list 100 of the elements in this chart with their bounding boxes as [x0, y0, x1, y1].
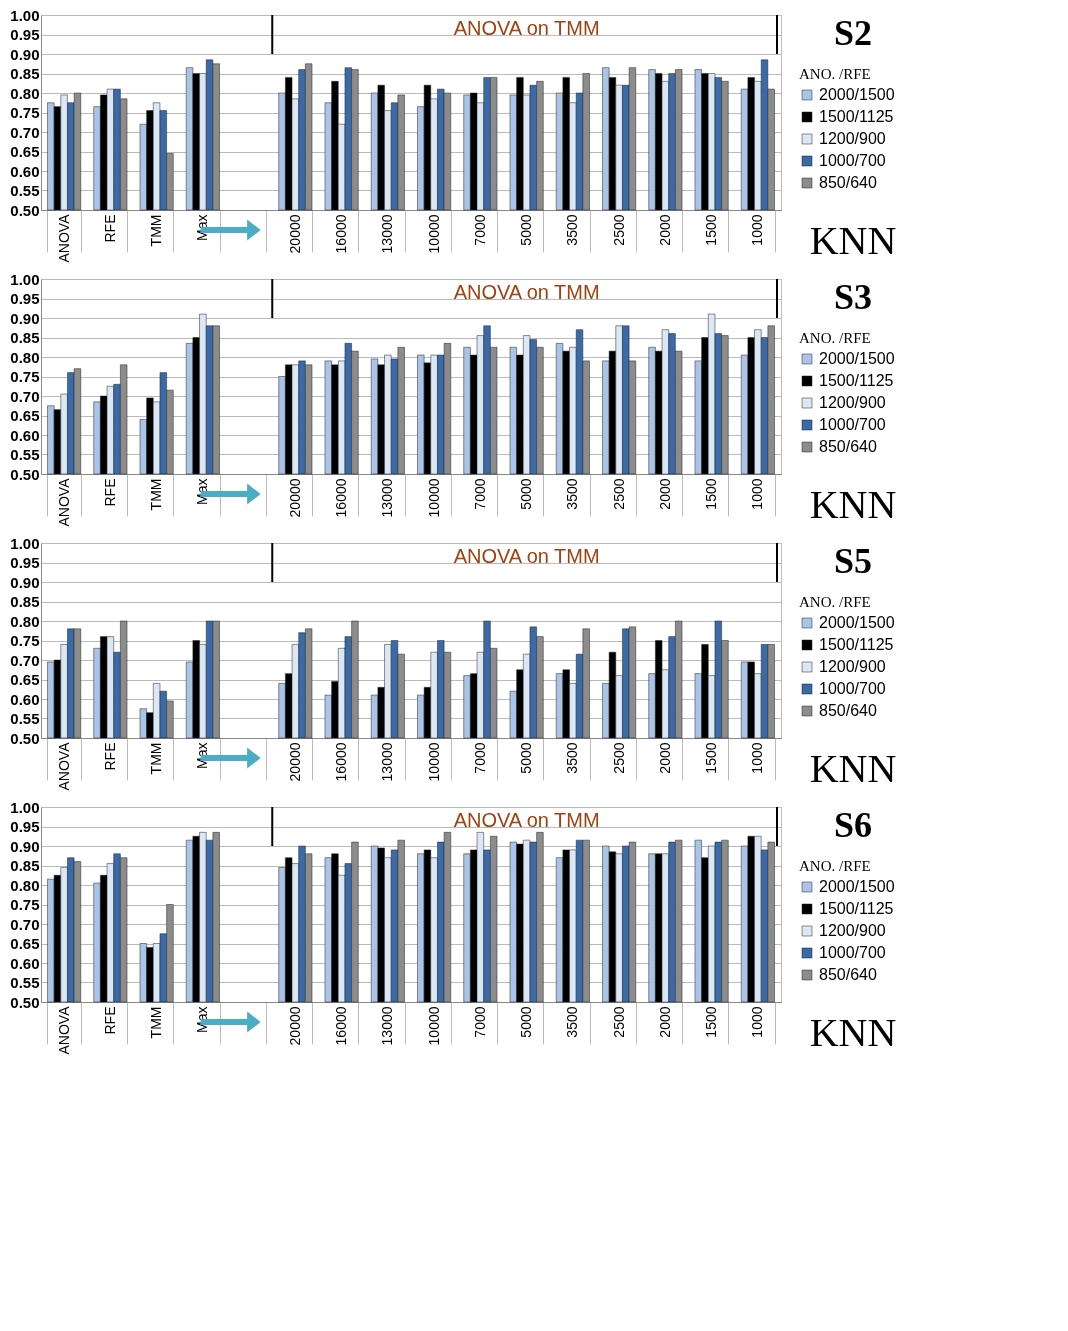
x-tick-label: 16000 — [333, 214, 350, 254]
y-tick-label: 0.50 — [10, 993, 40, 1011]
annotation: ANOVA on TMM — [453, 280, 600, 303]
x-tick-label: 13000 — [379, 1006, 396, 1046]
x-tick-label: 7000 — [471, 1006, 488, 1038]
text: S2 — [833, 13, 873, 53]
x-tick-label: 2000 — [656, 478, 673, 510]
y-tick-label: 0.50 — [10, 729, 40, 747]
x-tick-label: 1000 — [749, 742, 766, 774]
legend-title: ANO. /RFE — [799, 66, 871, 82]
x-tick-label: ANOVA — [55, 213, 72, 263]
legend-title: ANO. /RFE — [799, 330, 871, 346]
x-tick-label: 2500 — [610, 478, 627, 510]
x-tick-label: ANOVA — [55, 1005, 72, 1055]
text: KNN — [809, 218, 897, 263]
legend-label: 1200/900 — [819, 130, 886, 147]
legend-label: 1200/900 — [819, 922, 886, 939]
text: KNN — [809, 482, 897, 527]
x-tick-label: 10000 — [425, 214, 442, 254]
text: KNN — [809, 1010, 897, 1055]
y-tick-label: 0.85 — [10, 593, 40, 610]
y-tick-label: 0.65 — [10, 407, 40, 424]
x-tick-label: 1500 — [703, 1006, 720, 1038]
x-tick-label: 20000 — [286, 214, 303, 254]
x-tick-label: 3500 — [564, 478, 581, 510]
legend-label: 1500/1125 — [819, 900, 894, 917]
x-tick-label: 7000 — [471, 214, 488, 246]
y-tick-label: 0.65 — [10, 143, 40, 160]
y-tick-label: 0.90 — [10, 45, 40, 63]
y-tick-label: 0.70 — [10, 387, 40, 405]
legend-label: 1200/900 — [819, 394, 886, 411]
legend-label: 1200/900 — [819, 658, 886, 675]
x-tick-label: 5000 — [518, 742, 535, 774]
text: S5 — [833, 541, 873, 581]
y-tick-label: 0.60 — [10, 690, 40, 708]
y-tick-label: 0.80 — [10, 612, 40, 630]
legend-label: 1500/1125 — [819, 108, 894, 125]
y-tick-label: 0.80 — [10, 876, 40, 894]
y-tick-label: 0.55 — [10, 974, 40, 991]
y-tick-label: 0.90 — [10, 309, 40, 327]
x-tick-label: RFE — [101, 742, 118, 771]
x-tick-label: 2500 — [610, 214, 627, 246]
x-tick-label: 16000 — [333, 742, 350, 782]
x-tick-label: TMM — [148, 478, 165, 511]
x-tick-label: 1500 — [703, 742, 720, 774]
x-tick-label: 20000 — [286, 1006, 303, 1046]
y-tick-label: 0.85 — [10, 857, 40, 874]
y-tick-label: 1.00 — [10, 270, 40, 288]
y-tick-label: 0.90 — [10, 573, 40, 591]
x-tick-label: 1000 — [749, 214, 766, 246]
y-tick-label: 0.75 — [10, 896, 40, 913]
x-tick-label: 3500 — [564, 742, 581, 774]
x-tick-label: 3500 — [564, 1006, 581, 1038]
y-tick-label: 0.60 — [10, 426, 40, 444]
y-tick-label: 1.00 — [10, 798, 40, 816]
x-tick-label: TMM — [148, 742, 165, 775]
y-tick-label: 0.75 — [10, 632, 40, 649]
y-tick-label: 0.75 — [10, 368, 40, 385]
x-tick-label: 16000 — [333, 1006, 350, 1046]
y-tick-label: 0.95 — [10, 554, 40, 571]
legend-label: 1500/1125 — [819, 372, 894, 389]
y-tick-label: 0.95 — [10, 26, 40, 43]
x-tick-label: TMM — [148, 214, 165, 247]
x-tick-label: RFE — [101, 1006, 118, 1035]
x-tick-label: 10000 — [425, 742, 442, 782]
y-tick-label: 0.90 — [10, 837, 40, 855]
y-tick-label: 0.80 — [10, 348, 40, 366]
x-tick-label: 7000 — [471, 478, 488, 510]
legend-label: 2000/1500 — [819, 350, 895, 367]
x-tick-label: 3500 — [564, 214, 581, 246]
y-tick-label: 0.95 — [10, 290, 40, 307]
y-tick-label: 0.60 — [10, 162, 40, 180]
x-tick-label: ANOVA — [55, 741, 72, 791]
legend-label: 850/640 — [819, 966, 877, 983]
x-tick-label: 2500 — [610, 742, 627, 774]
x-tick-label: 20000 — [286, 478, 303, 518]
x-tick-label: 1500 — [703, 478, 720, 510]
x-tick-label: RFE — [101, 214, 118, 243]
y-tick-label: 0.55 — [10, 710, 40, 727]
x-tick-label: 5000 — [518, 1006, 535, 1038]
x-tick-label: 10000 — [425, 478, 442, 518]
legend-label: 1000/700 — [819, 944, 886, 961]
legend-label: 2000/1500 — [819, 86, 895, 103]
x-tick-label: 5000 — [518, 214, 535, 246]
y-tick-label: 1.00 — [10, 534, 40, 552]
x-tick-label: 7000 — [471, 742, 488, 774]
y-tick-label: 1.00 — [10, 6, 40, 24]
legend-label: 850/640 — [819, 438, 877, 455]
y-tick-label: 0.55 — [10, 182, 40, 199]
legend-label: 850/640 — [819, 174, 877, 191]
legend-label: 1000/700 — [819, 152, 886, 169]
y-tick-label: 0.85 — [10, 329, 40, 346]
x-tick-label: 1000 — [749, 478, 766, 510]
legend-label: 1000/700 — [819, 416, 886, 433]
x-tick-label: 16000 — [333, 478, 350, 518]
y-tick-label: 0.50 — [10, 201, 40, 219]
y-tick-label: 0.85 — [10, 65, 40, 82]
annotation: ANOVA on TMM — [453, 808, 600, 831]
y-tick-label: 0.60 — [10, 954, 40, 972]
legend-label: 2000/1500 — [819, 878, 895, 895]
